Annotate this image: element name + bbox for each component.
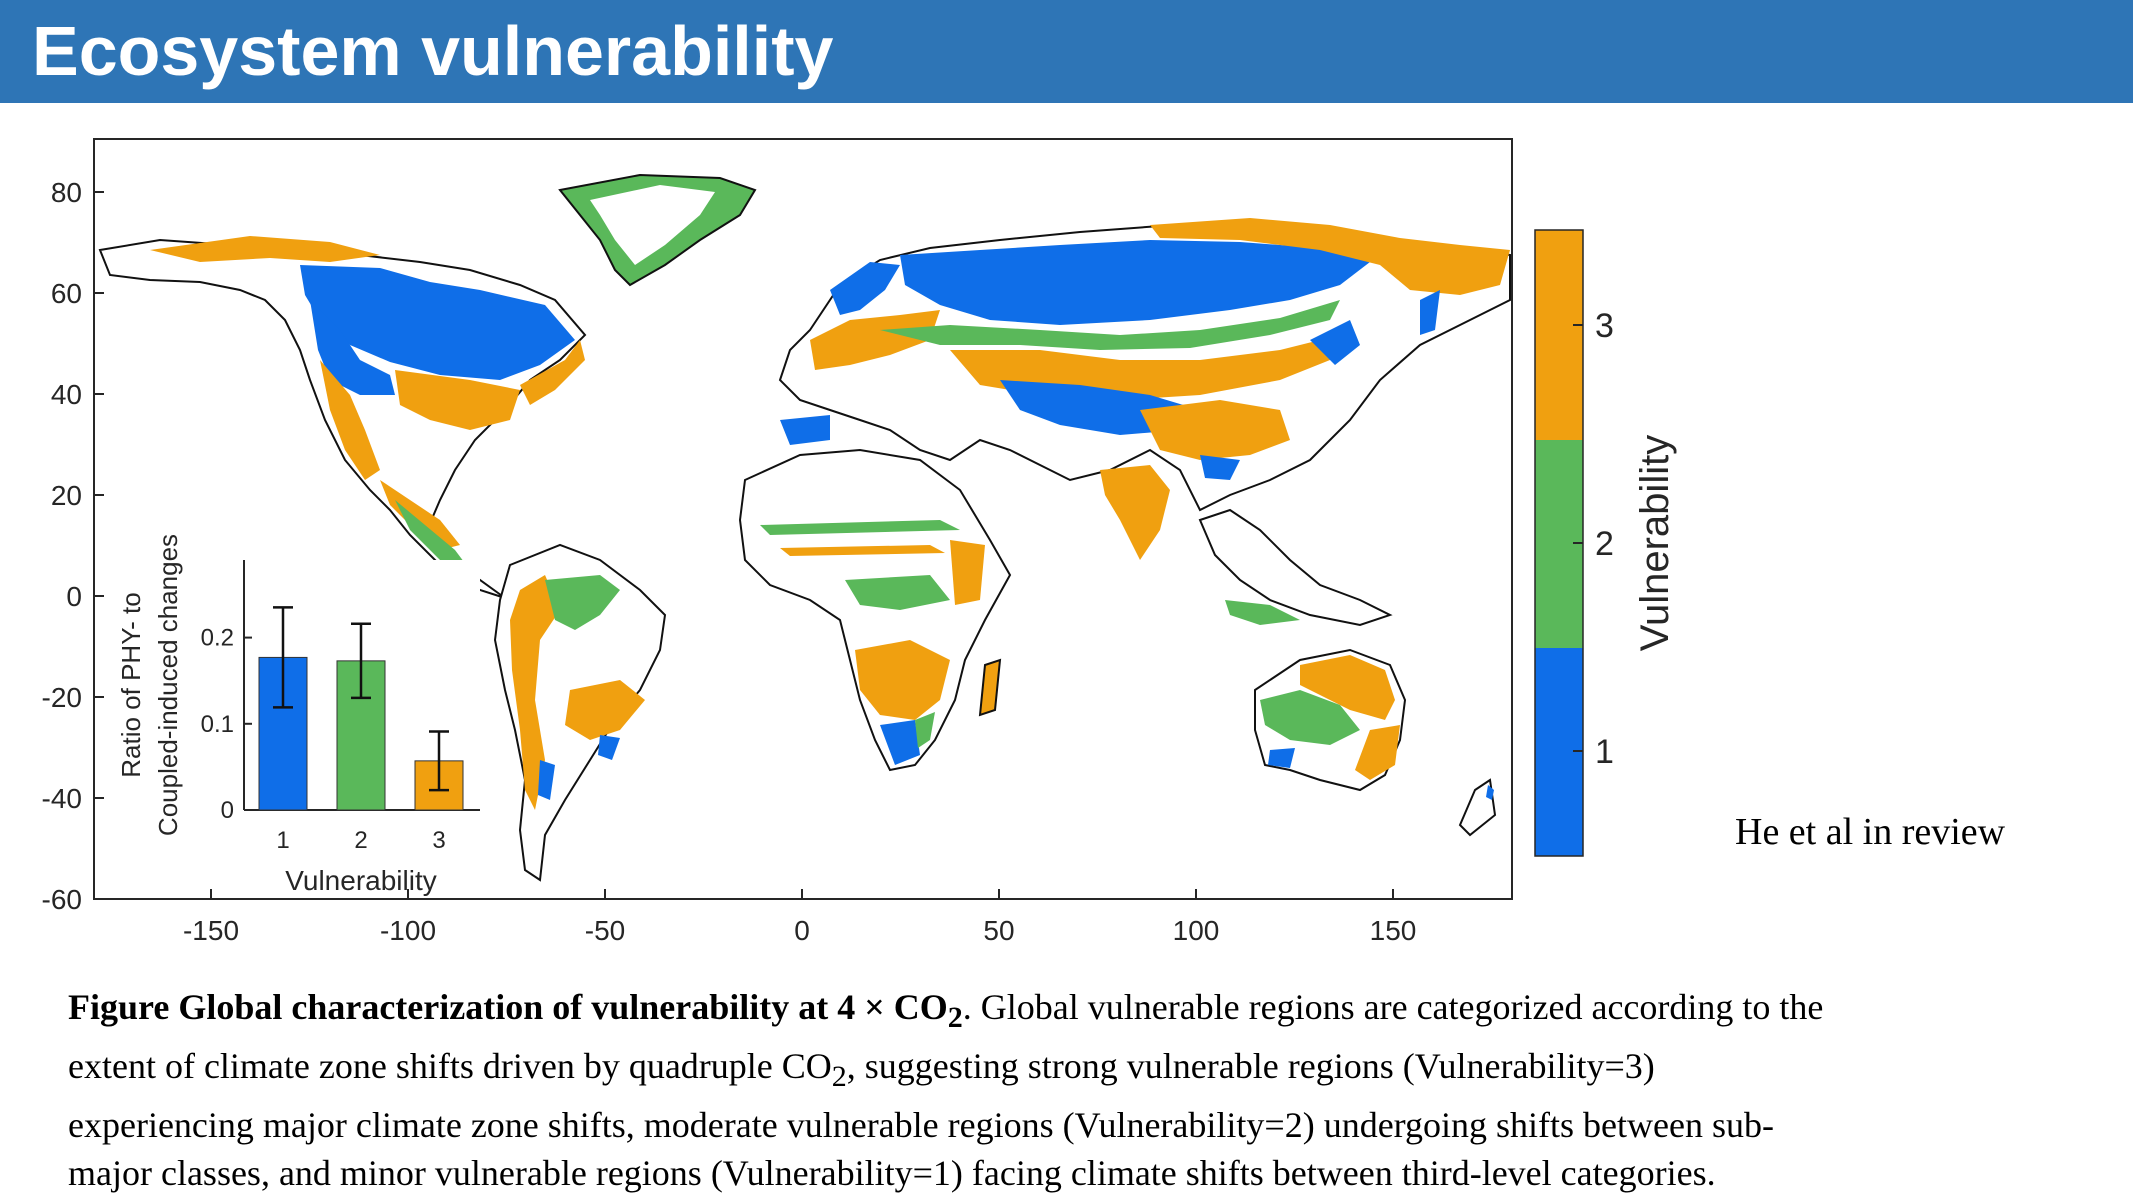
page-title: Ecosystem vulnerability [32, 12, 834, 90]
title-bar: Ecosystem vulnerability [0, 0, 2133, 103]
asia-blue-turkey [780, 415, 830, 445]
colorbar: 3 2 1 Vulnerability [1534, 229, 1677, 857]
y-tick-label: -60 [42, 884, 82, 915]
se-asia-green [1225, 600, 1300, 625]
y-tick-label: 40 [51, 379, 82, 410]
world-map [98, 173, 1511, 882]
caption-line1: . Global vulnerable regions are categori… [962, 987, 1824, 1027]
af-green-center [845, 575, 950, 610]
nz-blue [1486, 785, 1494, 800]
sa-orange-andes [510, 575, 560, 810]
colorbar-label: Vulnerability [1633, 435, 1677, 651]
na-orange-east [520, 340, 585, 405]
inset-y-tick-labels: 0 0.1 0.2 [201, 625, 234, 824]
na-mexico-green [395, 500, 470, 570]
inset-y-label-line2: Coupled-induced changes [153, 534, 183, 836]
map-x-ticks [210, 889, 1394, 899]
landmass-madagascar [978, 658, 1002, 717]
map-x-tick-labels: -150 -100 -50 0 50 100 150 [183, 915, 1416, 946]
na-orange-west [320, 360, 380, 480]
colorbar-tick-label: 2 [1595, 525, 1614, 563]
af-orange-south [855, 640, 950, 720]
na-blue-west [310, 300, 395, 395]
inset-y-tick-label: 0 [221, 797, 234, 824]
inset-x-label: Vulnerability [285, 865, 436, 896]
au-orange-south [1355, 725, 1400, 780]
credit-text: He et al in review [1735, 811, 2006, 853]
inset-error-bar-3 [429, 730, 449, 792]
af-blue-south [880, 720, 920, 765]
na-orange-prairies [395, 370, 520, 430]
asia-orange-arctic [1150, 218, 1510, 295]
y-tick-label: 60 [51, 278, 82, 309]
map-y-tick-labels: 80 60 40 20 0 -20 -40 -60 [42, 177, 82, 915]
sa-orange-south [565, 680, 645, 740]
greenland-interior [590, 185, 715, 265]
sa-blue-east [598, 735, 620, 760]
asia-blue-tibet [1200, 455, 1240, 480]
inset-bar-chart: 0 0.1 0.2 1 2 3 Vulnerability Ratio of P… [116, 534, 480, 896]
caption-line3: experiencing major climate zone shifts, … [68, 1105, 1774, 1146]
af-orange-east [950, 540, 985, 605]
inset-x-tick-label: 3 [432, 827, 445, 854]
y-tick-label: 20 [51, 480, 82, 511]
y-tick-label: 80 [51, 177, 82, 208]
af-stripes-sahel [760, 520, 960, 535]
asia-orange-china [1140, 400, 1290, 460]
inset-y-label-line1: Ratio of PHY- to [116, 592, 146, 777]
map-y-ticks [94, 191, 104, 900]
caption-line4: major classes, and minor vulnerable regi… [68, 1153, 1716, 1194]
colorbar-segment-3 [1535, 230, 1583, 440]
inset-error-bar-1 [273, 606, 293, 709]
x-tick-label: -150 [183, 915, 239, 946]
figure: -150 -100 -50 0 50 100 150 80 60 40 20 0… [42, 138, 1677, 946]
caption-line2-pre: extent of climate zone shifts driven by … [68, 1046, 832, 1087]
y-tick-label: -20 [42, 682, 82, 713]
sa-blue-patches [538, 760, 555, 800]
au-green [1260, 690, 1360, 745]
inset-x-tick-label: 1 [276, 827, 289, 854]
caption-line2: , suggesting strong vulnerable regions (… [846, 1046, 1655, 1087]
x-tick-label: 0 [794, 915, 810, 946]
sa-green-amazon [545, 575, 620, 630]
na-blue-boreal [300, 265, 575, 380]
inset-x-tick-label: 2 [354, 827, 367, 854]
eu-blue-scandinavia [830, 262, 900, 315]
au-orange [1300, 655, 1395, 720]
asia-blue-east [1310, 320, 1360, 365]
x-tick-label: -100 [380, 915, 436, 946]
asia-green-band [880, 300, 1340, 350]
na-orange-north [150, 236, 380, 262]
asia-blue-siberia [900, 240, 1370, 325]
x-tick-label: 100 [1173, 915, 1220, 946]
landmass-se-asia [1198, 508, 1393, 627]
y-tick-label: -40 [42, 783, 82, 814]
figure-caption: Figure Global characterization of vulner… [68, 987, 1824, 1194]
inset-y-tick-label: 0.2 [201, 625, 234, 652]
colorbar-tick-label: 1 [1595, 733, 1614, 771]
inset-y-tick-label: 0.1 [201, 711, 234, 738]
inset-error-bar-2 [351, 622, 371, 700]
na-mexico [380, 480, 460, 550]
af-stripes-sahel2 [780, 545, 945, 556]
eu-orange-europe [810, 310, 940, 370]
af-green-south [915, 712, 935, 748]
caption-bold: Figure Global characterization of vulner… [68, 987, 963, 1035]
colorbar-tick-label: 3 [1595, 307, 1614, 345]
x-tick-label: 150 [1370, 915, 1417, 946]
inset-x-tick-labels: 1 2 3 [276, 827, 445, 854]
asia-orange-india [1100, 465, 1170, 560]
x-tick-label: 50 [983, 915, 1014, 946]
au-blue-sw [1268, 748, 1295, 768]
y-tick-label: 0 [66, 581, 82, 612]
x-tick-label: -50 [585, 915, 625, 946]
landmass-new-zealand [1458, 778, 1497, 837]
asia-blue-kamchatka [1420, 290, 1440, 335]
